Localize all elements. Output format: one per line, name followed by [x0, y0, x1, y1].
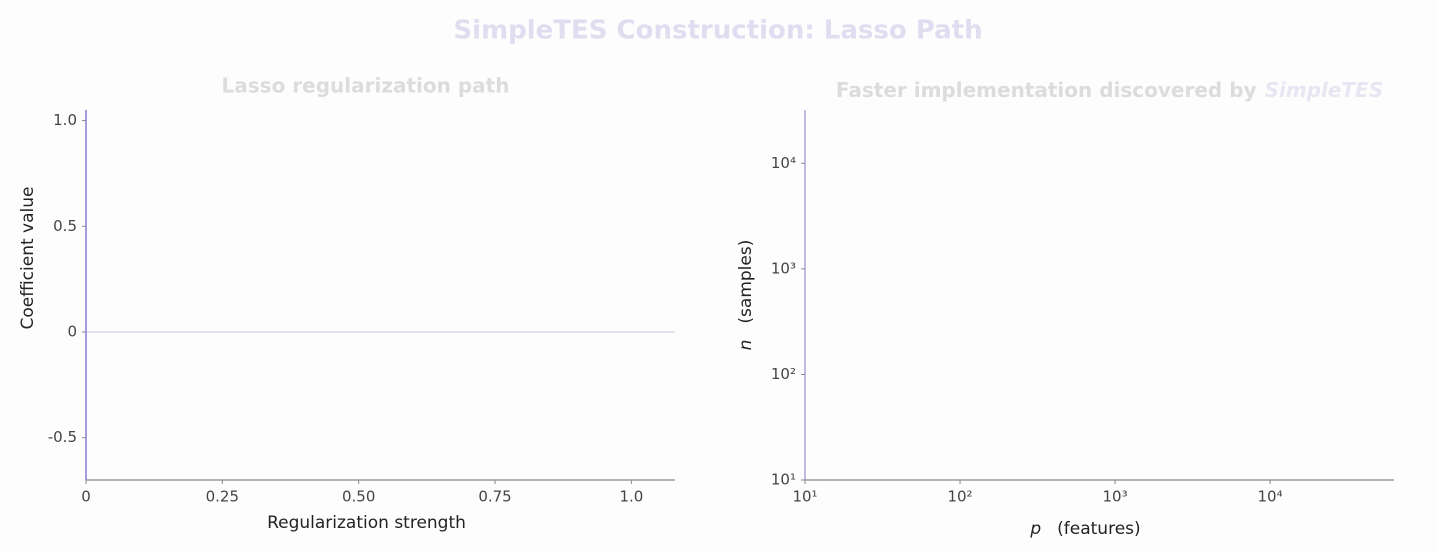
y-tick-label: 1.0	[53, 111, 77, 129]
subplot-title-text: Faster implementation discovered by	[836, 78, 1257, 102]
y-axis-label: Coefficient value	[18, 187, 38, 330]
y-tick-label: -0.5	[48, 428, 77, 446]
y-axis-label: n (samples)	[736, 240, 756, 351]
subplot-title-emphasis: SimpleTES	[1265, 78, 1384, 102]
y-tick-label: 10⁴	[771, 154, 796, 172]
x-tick-label: 1.0	[619, 488, 643, 506]
x-tick-label: 10¹	[792, 488, 817, 506]
subplot-title: Lasso regularization path	[222, 74, 510, 98]
y-axis-label-symbol: n	[736, 340, 756, 351]
x-tick-label: 10²	[947, 488, 972, 506]
x-tick-label: 0.25	[206, 488, 239, 506]
y-tick-label: 10¹	[771, 471, 796, 489]
x-tick-label: 0.50	[342, 488, 375, 506]
x-axis-label-symbol: p	[1029, 519, 1041, 539]
x-tick-label: 10³	[1102, 488, 1127, 506]
subplot-title: Faster implementation discovered by Simpl…	[836, 78, 1383, 102]
y-tick-label: 0	[67, 323, 77, 341]
y-axis-label-text: (samples)	[736, 240, 756, 324]
x-axis-label: p (features)	[1029, 519, 1140, 539]
x-axis-label-text: (features)	[1057, 519, 1141, 539]
x-tick-label: 0	[81, 488, 91, 506]
y-tick-label: 10²	[771, 365, 796, 383]
figure-title: SimpleTES Construction: Lasso Path	[453, 16, 982, 46]
x-axis-label: Regularization strength	[267, 513, 466, 533]
y-tick-label: 10³	[771, 259, 796, 277]
x-tick-label: 0.75	[478, 488, 511, 506]
y-tick-label: 0.5	[53, 217, 77, 235]
x-tick-label: 10⁴	[1258, 488, 1283, 506]
